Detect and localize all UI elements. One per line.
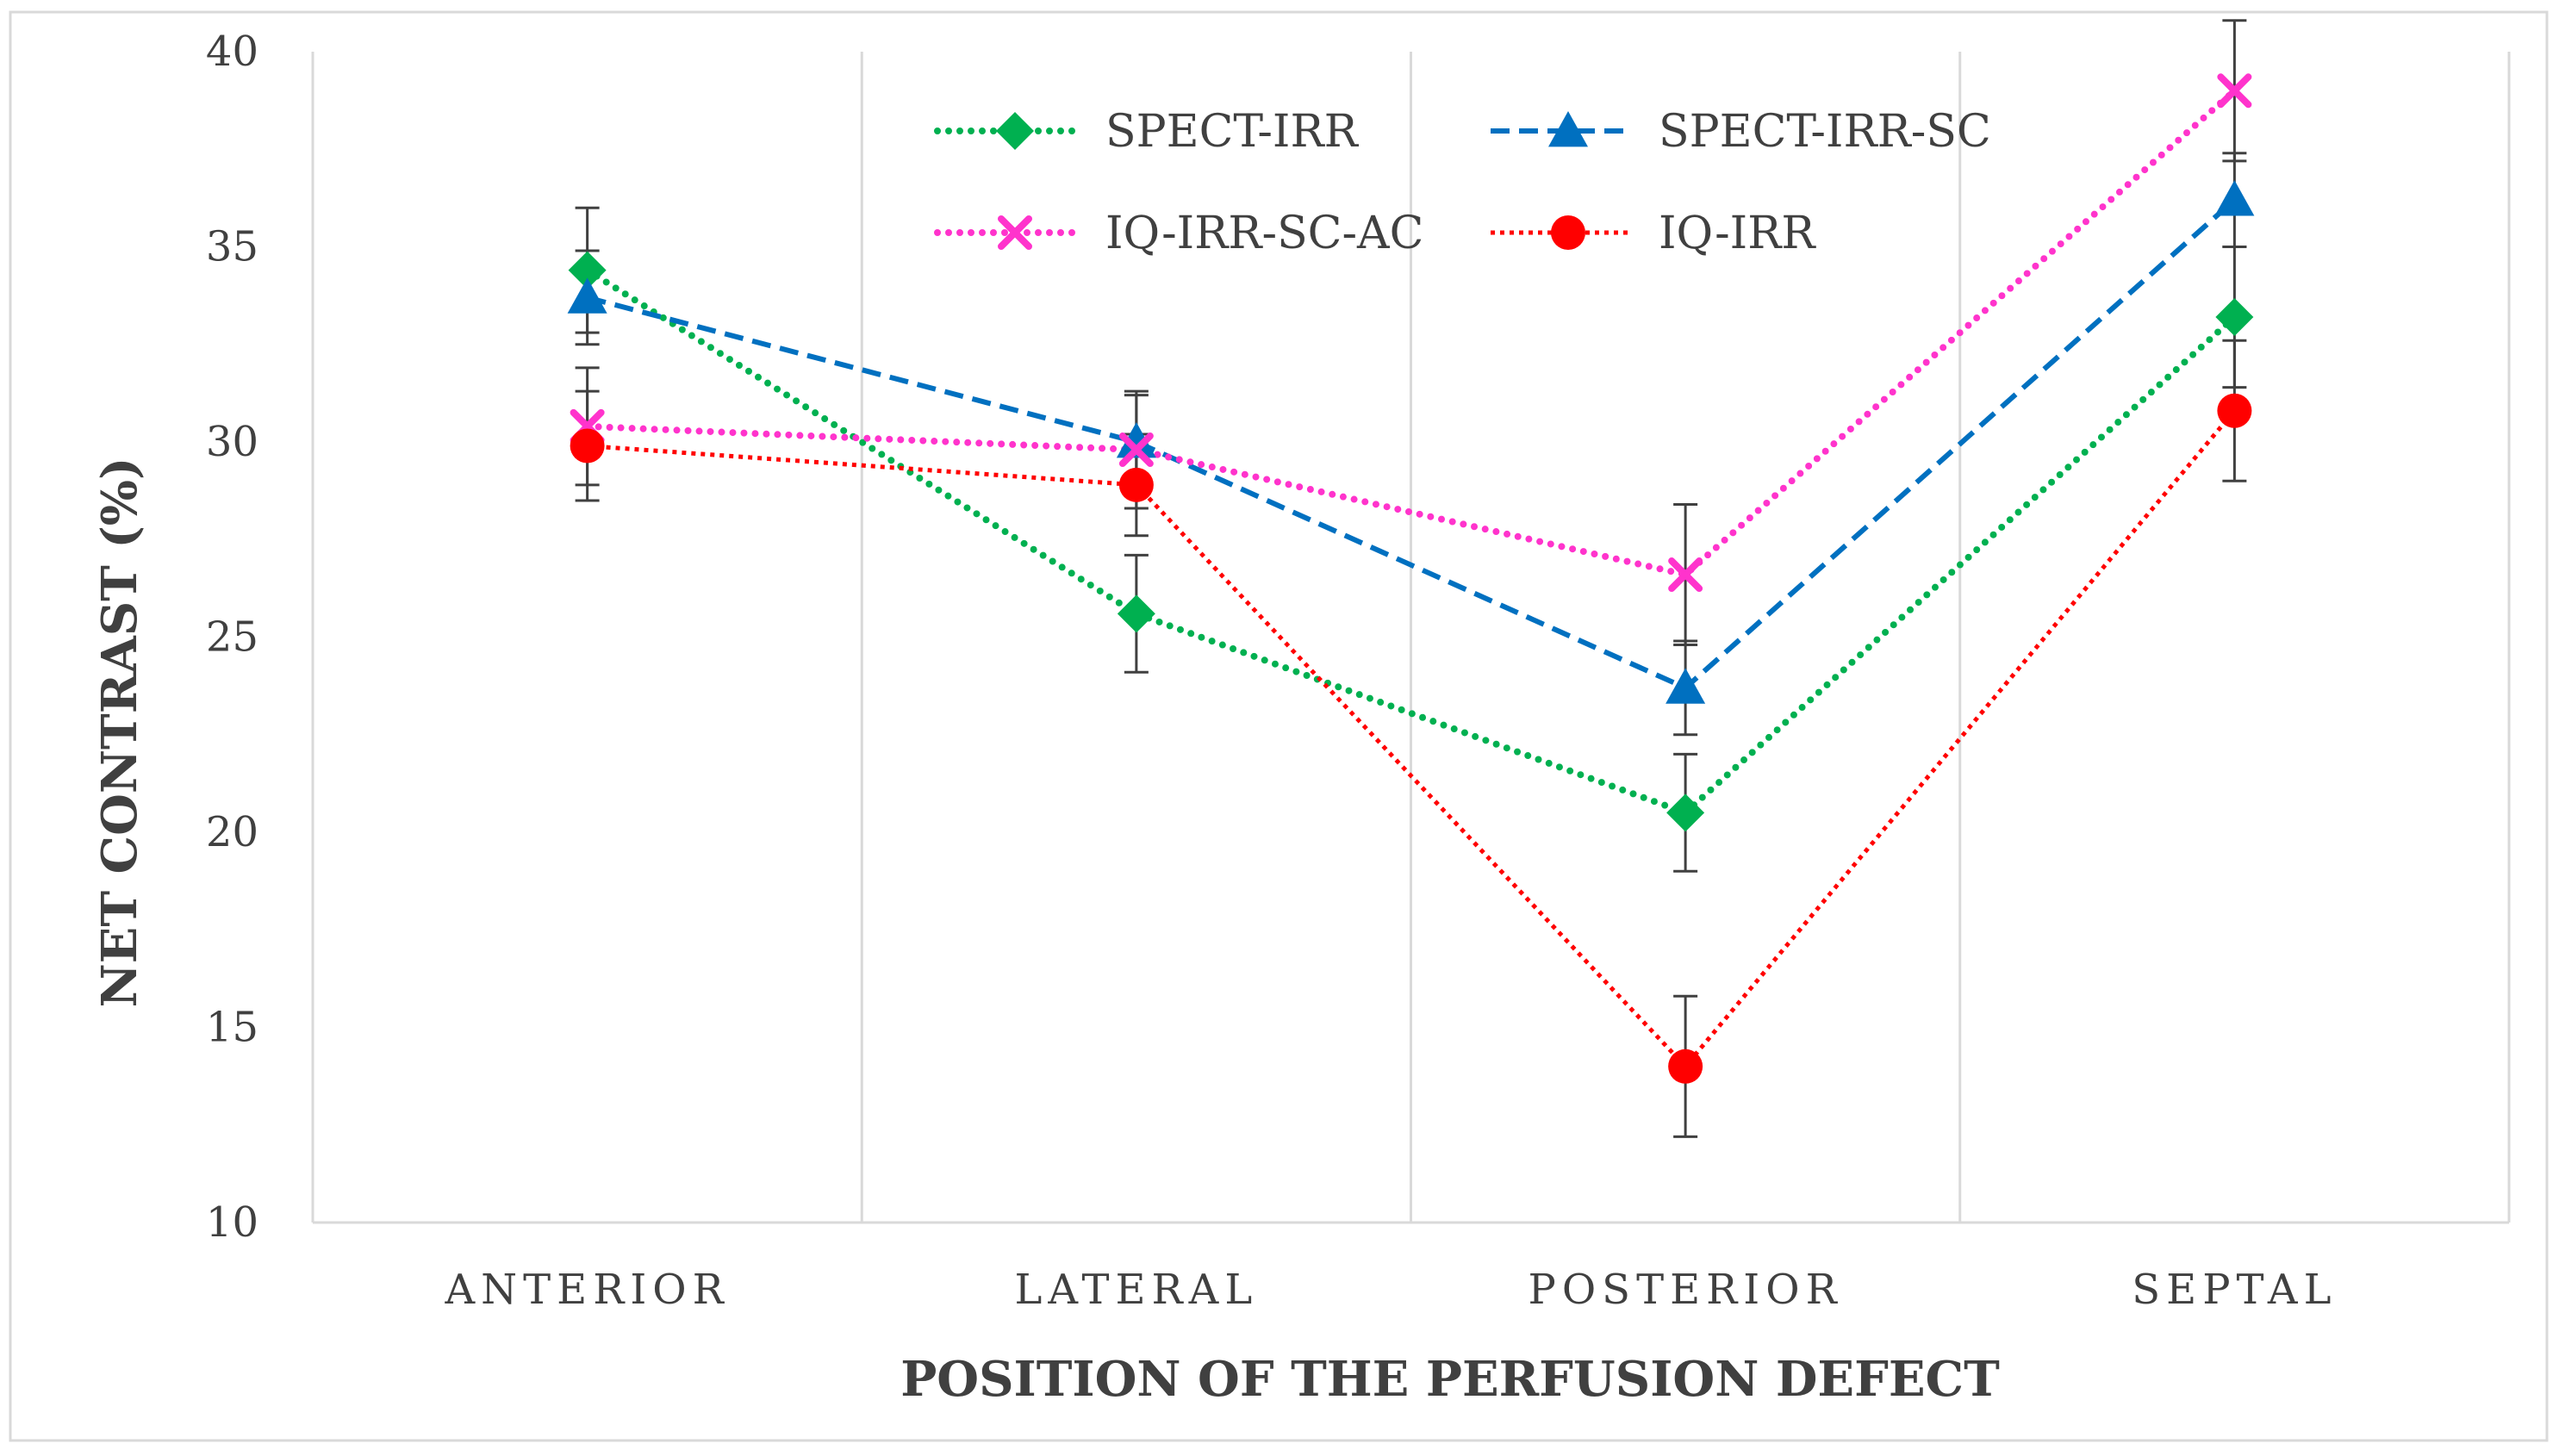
data-point	[1118, 467, 1154, 502]
legend-label: IQ-IRR	[1659, 208, 1816, 259]
data-point	[2215, 298, 2254, 337]
y-tick-label: 15	[206, 1004, 258, 1052]
y-tick-label: 25	[206, 613, 258, 662]
data-point	[1666, 668, 1706, 704]
y-tick-label: 30	[206, 418, 258, 466]
data-point	[1117, 594, 1155, 633]
chart-border	[9, 10, 2549, 1442]
legend-marker	[998, 215, 1032, 250]
legend-marker	[1551, 215, 1585, 250]
series-line	[586, 197, 2237, 691]
data-point	[1668, 557, 1703, 593]
data-point	[1116, 422, 1156, 458]
data-point	[2217, 73, 2252, 109]
y-tick-label: 20	[206, 808, 258, 856]
legend: SPECT-IRR SPECT-IRR-SC IQ-IRR-SC-AC IQ-IRR	[934, 106, 1991, 259]
data-point	[570, 428, 605, 464]
legend-label: SPECT-IRR-SC	[1659, 106, 1991, 158]
data-point	[1668, 1048, 1703, 1084]
data-markers	[567, 73, 2255, 1084]
legend-label: SPECT-IRR	[1105, 106, 1360, 158]
axes: 10 15 20 25 30 35 40 ANTERIOR LATERAL POSTERIOR SE…	[206, 28, 2509, 1314]
legend-label: IQ-IRR-SC-AC	[1105, 208, 1423, 259]
data-point	[1118, 432, 1154, 468]
series-line	[583, 266, 2238, 817]
series-line	[583, 87, 2238, 579]
data-point	[568, 251, 607, 289]
x-tick-label: ANTERIOR	[444, 1266, 729, 1314]
y-tick-label: 35	[206, 223, 258, 271]
y-tick-label: 40	[206, 28, 258, 76]
series-lines	[583, 87, 2238, 1070]
y-axis-title: NET CONTRAST (%)	[91, 457, 148, 1007]
x-tick-label: SEPTAL	[2132, 1266, 2337, 1314]
data-point	[2217, 393, 2252, 428]
y-tick-label: 10	[206, 1198, 258, 1247]
x-tick-label: LATERAL	[1015, 1266, 1259, 1314]
gridlines	[311, 52, 2511, 1223]
data-point	[567, 277, 607, 314]
x-tick-label: POSTERIOR	[1529, 1266, 1843, 1314]
legend-marker	[996, 112, 1034, 150]
x-axis-title: POSITION OF THE PERFUSION DEFECT	[900, 1351, 2000, 1408]
series-line	[587, 409, 2237, 1070]
data-point	[2214, 180, 2255, 216]
data-point	[1666, 793, 1705, 832]
legend-marker	[1548, 111, 1588, 147]
